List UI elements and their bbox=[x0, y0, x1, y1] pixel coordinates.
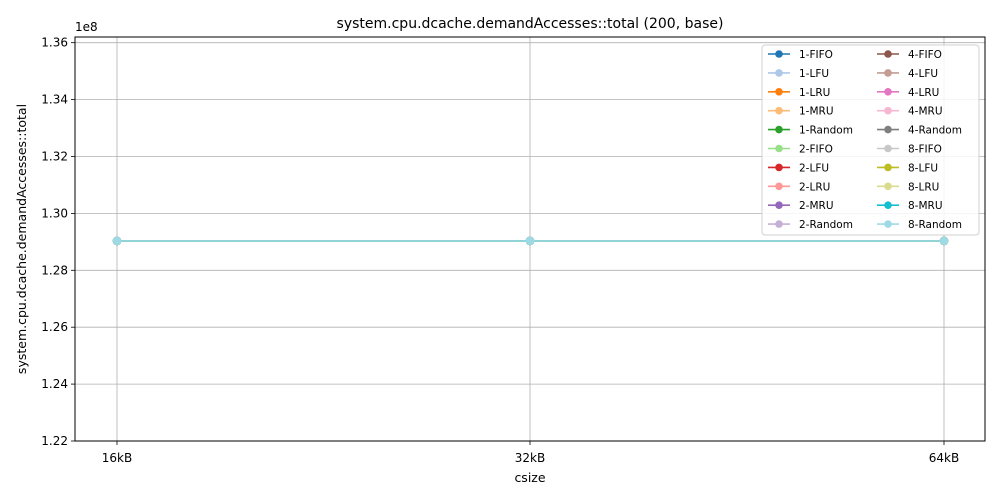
legend-swatch-marker bbox=[775, 125, 783, 134]
legend-swatch-marker bbox=[775, 144, 783, 153]
series-point-8-random bbox=[939, 236, 949, 246]
legend-entry-label: 4-MRU bbox=[908, 106, 943, 118]
series-lines bbox=[112, 236, 949, 246]
legend-swatch-marker bbox=[884, 220, 892, 228]
legend-swatch-marker bbox=[884, 50, 892, 58]
x-axis-label: csize bbox=[514, 470, 545, 485]
legend-swatch-marker bbox=[884, 163, 892, 172]
legend-entry-label: 4-LRU bbox=[908, 87, 939, 99]
y-tick-label: 1.36 bbox=[41, 36, 68, 50]
series-point-8-random bbox=[112, 236, 122, 246]
legend-swatch-marker bbox=[775, 69, 783, 77]
legend-swatch-marker bbox=[775, 50, 783, 58]
legend-entry-label: 8-Random bbox=[908, 219, 962, 231]
legend-swatch-marker bbox=[775, 88, 783, 96]
legend-swatch-marker bbox=[775, 182, 783, 191]
series-point-8-random bbox=[525, 236, 535, 246]
legend-entry-label: 2-Random bbox=[799, 219, 853, 231]
legend-swatch-marker bbox=[884, 88, 892, 96]
y-tick-label: 1.32 bbox=[41, 149, 68, 163]
legend-entry-label: 1-MRU bbox=[799, 106, 834, 118]
legend-entry-label: 2-LFU bbox=[799, 162, 829, 174]
legend: 1-FIFO 1-LFU 1-LRU 1-MRU 1-Random 2-FIFO 2-LFU… bbox=[761, 44, 980, 236]
y-tick-label: 1.26 bbox=[41, 320, 68, 334]
legend-swatch-marker bbox=[884, 182, 892, 191]
legend-swatch-marker bbox=[884, 201, 892, 209]
legend-entry-label: 4-Random bbox=[908, 125, 962, 137]
legend-swatch-marker bbox=[884, 144, 892, 153]
x-tick-label: 32kB bbox=[515, 451, 545, 465]
legend-entry-label: 4-LFU bbox=[908, 68, 938, 80]
legend-box bbox=[761, 44, 980, 236]
legend-entry-label: 8-LFU bbox=[908, 162, 938, 174]
legend-entry-label: 2-LRU bbox=[799, 181, 830, 193]
y-tick-label: 1.24 bbox=[41, 377, 68, 391]
legend-entry-label: 4-FIFO bbox=[908, 49, 942, 61]
legend-entry-label: 1-Random bbox=[799, 125, 853, 137]
y-tick-label: 1.34 bbox=[41, 93, 68, 107]
legend-entry-label: 2-FIFO bbox=[799, 144, 833, 156]
x-tick-label: 64kB bbox=[929, 451, 959, 465]
legend-entry-label: 1-LRU bbox=[799, 87, 830, 99]
legend-swatch-marker bbox=[884, 106, 892, 115]
legend-swatch-marker bbox=[775, 106, 783, 115]
legend-swatch-marker bbox=[775, 220, 783, 228]
y-axis-ticks: 1.22 1.24 1.26 1.28 1.30 1.32 1.34 1.36 bbox=[41, 36, 75, 448]
legend-entry-label: 8-LRU bbox=[908, 181, 939, 193]
legend-entry-label: 8-MRU bbox=[908, 200, 943, 212]
y-tick-label: 1.22 bbox=[41, 434, 68, 448]
x-axis-ticks: 16kB 32kB 64kB bbox=[102, 441, 959, 465]
legend-swatch-marker bbox=[884, 69, 892, 77]
legend-entry-label: 8-FIFO bbox=[908, 144, 942, 156]
y-tick-label: 1.30 bbox=[41, 206, 68, 220]
y-axis-label: system.cpu.dcache.demandAccesses::total bbox=[14, 104, 29, 374]
y-tick-label: 1.28 bbox=[41, 263, 68, 277]
x-tick-label: 16kB bbox=[102, 451, 132, 465]
legend-entry-label: 1-FIFO bbox=[799, 49, 833, 61]
legend-swatch-marker bbox=[884, 125, 892, 134]
chart-title: system.cpu.dcache.demandAccesses::total … bbox=[337, 16, 724, 32]
legend-entry-label: 1-LFU bbox=[799, 68, 829, 80]
legend-entry-label: 2-MRU bbox=[799, 200, 834, 212]
legend-swatch-marker bbox=[775, 163, 783, 172]
y-offset-label: 1e8 bbox=[75, 20, 98, 34]
legend-swatch-marker bbox=[775, 201, 783, 209]
